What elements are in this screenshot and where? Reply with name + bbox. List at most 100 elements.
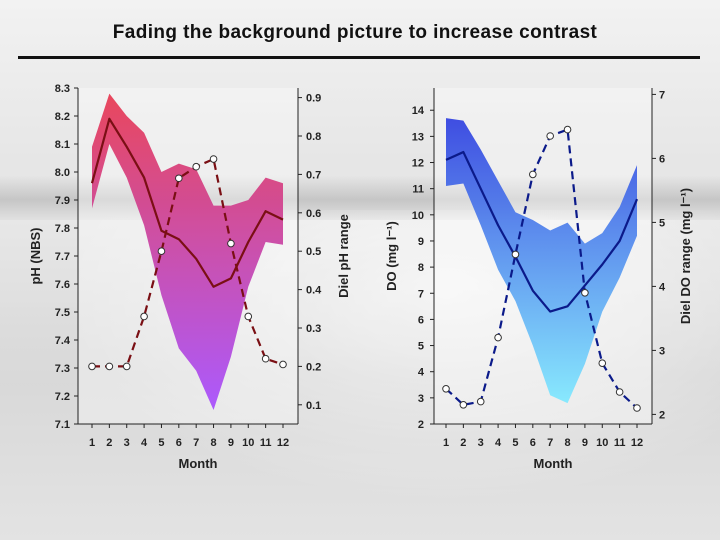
x-tick-label: 3 [478, 437, 484, 449]
y2-tick-label: 0.3 [306, 323, 321, 335]
diel-range-point [459, 401, 468, 409]
x-tick-label: 6 [176, 437, 182, 449]
x-tick-label: 10 [242, 437, 254, 449]
y-tick-label: 8.3 [55, 83, 70, 95]
y-tick-label: 9 [418, 236, 424, 248]
diel-range-point [633, 404, 641, 412]
x-tick-label: 11 [260, 437, 272, 449]
y-tick-label: 7.5 [55, 307, 70, 319]
y-tick-label: 10 [412, 210, 424, 222]
x-axis-label: Month [179, 456, 218, 471]
x-tick-label: 8 [210, 437, 216, 449]
diel-range-point [88, 362, 96, 371]
x-tick-label: 1 [89, 437, 95, 449]
y-tick-label: 12 [412, 158, 424, 170]
diel-range-line [445, 128, 638, 409]
y-tick-label: 3 [418, 393, 424, 405]
y2-tick-label: 0.8 [306, 131, 321, 143]
y-tick-label: 7 [418, 288, 424, 300]
y-tick-label: 7.3 [55, 363, 70, 375]
y-tick-label: 7.7 [55, 251, 70, 263]
x-tick-label: 10 [596, 437, 608, 449]
x-axis-label: Month [534, 456, 573, 471]
range-band [92, 93, 283, 410]
x-tick-label: 9 [228, 437, 234, 449]
y2-tick-label: 5 [659, 217, 665, 229]
y-tick-label: 13 [412, 131, 424, 143]
y2-tick-label: 7 [659, 89, 665, 101]
y-tick-label: 11 [412, 184, 424, 196]
x-tick-label: 5 [158, 437, 164, 449]
y-tick-label: 7.2 [55, 391, 70, 403]
y-tick-label: 4 [418, 367, 425, 379]
y-tick-label: 5 [418, 341, 424, 353]
y2-tick-label: 3 [659, 345, 665, 357]
x-tick-label: 7 [547, 437, 553, 449]
y-tick-label: 6 [418, 314, 424, 326]
y2-tick-label: 6 [659, 153, 665, 165]
y-tick-label: 2 [418, 419, 424, 431]
x-tick-label: 7 [193, 437, 199, 449]
diel-range-point [529, 170, 537, 179]
diel-range-point [494, 333, 502, 342]
x-tick-label: 4 [141, 437, 148, 449]
mean-line [445, 150, 639, 313]
diel-range-point [192, 162, 200, 171]
y2-tick-label: 0.5 [306, 246, 321, 258]
y2-tick-label: 0.9 [306, 93, 321, 105]
diel-range-point [140, 312, 148, 321]
x-tick-label: 2 [106, 437, 112, 449]
x-tick-label: 6 [530, 437, 536, 449]
y-tick-label: 8 [418, 262, 424, 274]
diel-range-point [581, 289, 589, 297]
y-tick-label: 7.1 [55, 419, 70, 431]
y-tick-label: 7.9 [55, 195, 70, 207]
y-tick-label: 7.4 [55, 335, 71, 347]
background-treeline [0, 175, 720, 220]
range-band [446, 118, 637, 404]
x-tick-label: 12 [277, 437, 289, 449]
x-tick-label: 3 [124, 437, 130, 449]
diel-range-point [279, 360, 287, 369]
diel-range-point [157, 247, 166, 255]
diel-range-point [476, 397, 485, 406]
y2-tick-label: 4 [659, 281, 666, 293]
y-tick-label: 7.8 [55, 223, 70, 235]
y-tick-label: 8.2 [55, 111, 70, 123]
diel-range-point [615, 388, 624, 396]
diel-range-point [227, 239, 235, 248]
diel-range-point [122, 362, 131, 371]
diel-range-point [209, 155, 218, 163]
diel-range-point [546, 132, 554, 140]
y2-tick-label: 2 [659, 409, 665, 421]
diel-range-point [563, 125, 572, 134]
y-tick-label: 8.1 [55, 139, 70, 151]
y-tick-label: 14 [412, 105, 425, 117]
y2-tick-label: 0.4 [306, 285, 322, 297]
y2-tick-label: 0.1 [306, 400, 321, 412]
diel-range-point [261, 354, 270, 363]
title-underline [18, 56, 700, 59]
x-tick-label: 11 [614, 437, 626, 449]
diel-range-point [244, 312, 253, 321]
x-tick-label: 5 [512, 437, 518, 449]
y-axis-label: pH (NBS) [28, 227, 43, 284]
y-tick-label: 8.0 [55, 167, 70, 179]
x-tick-label: 9 [582, 437, 588, 449]
x-tick-label: 2 [460, 437, 466, 449]
slide-title: Fading the background picture to increas… [112, 22, 598, 43]
ph-chart: 7.1 7.2 7.3 7.4 7.5 7.6 7.7 7.8 7.9 8.0 8.1 8.2 8.3 0… [28, 83, 351, 471]
y-tick-label: 7.6 [55, 279, 70, 291]
diel-range-point [175, 174, 183, 183]
x-tick-label: 12 [631, 437, 643, 449]
diel-range-point [598, 359, 607, 368]
mean-line [90, 117, 284, 288]
x-tick-label: 8 [564, 437, 570, 449]
diel-range-point [511, 250, 520, 259]
y2-tick-label: 0.2 [306, 361, 321, 373]
x-tick-label: 4 [495, 437, 502, 449]
y-axis-label: DO (mg l⁻¹) [384, 221, 399, 291]
diel-range-point [442, 385, 450, 393]
